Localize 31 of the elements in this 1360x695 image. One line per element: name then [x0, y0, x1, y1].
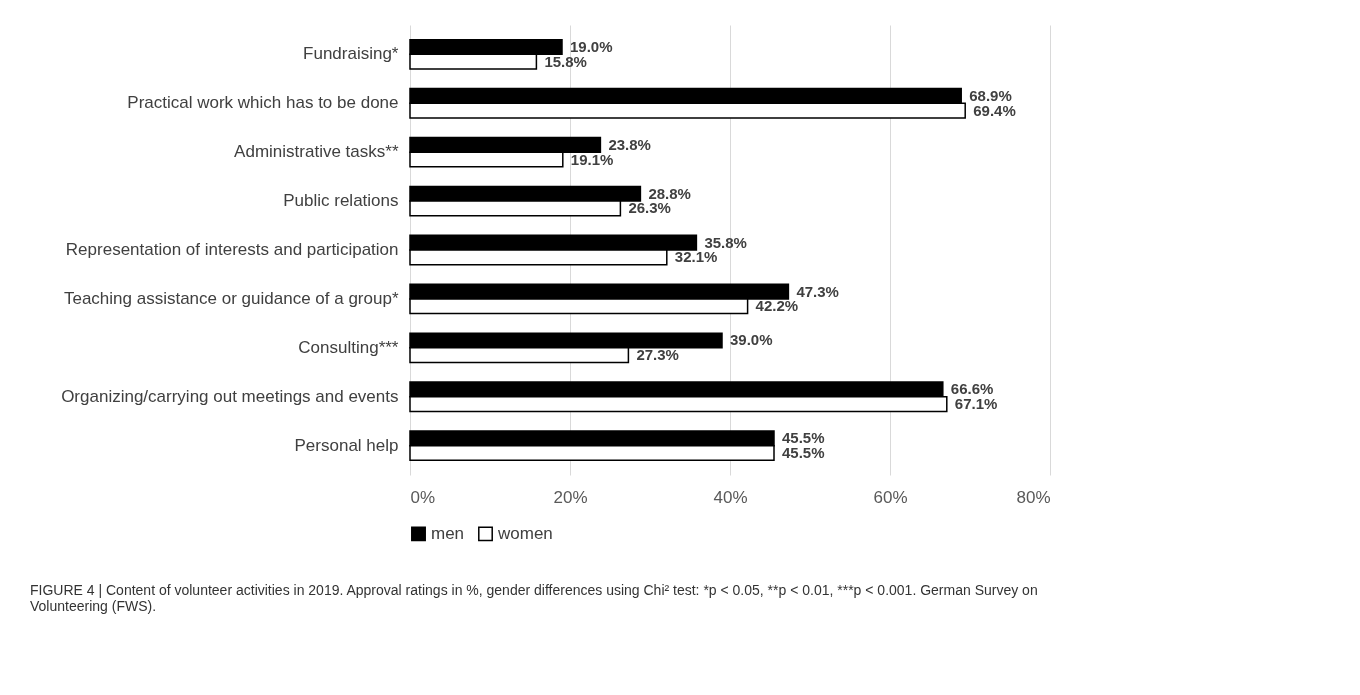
y-tick-label: Public relations — [283, 191, 399, 211]
y-tick-label: Organizing/carrying out meetings and events — [61, 386, 399, 406]
data-label: 32.1% — [674, 248, 718, 266]
data-label: 23.8% — [608, 135, 651, 153]
data-label: 68.9% — [969, 86, 1012, 104]
data-label: 28.8% — [648, 184, 691, 202]
x-tick-label: 60% — [873, 487, 908, 507]
legend-label: women — [497, 523, 553, 543]
data-label: 67.1% — [954, 395, 998, 413]
y-tick-label: Practical work which has to be done — [127, 93, 399, 113]
y-tick-label: Personal help — [294, 435, 399, 455]
x-tick-label: 80% — [1016, 487, 1051, 507]
caption: FIGURE 4 | Content of volunteer activities in 2019. Approval ratings in %, gender differences using Chi² test: *p < 0.05, **p < 0.01, ***p < 0.001. German Survey on Volunteering (FWS). — [30, 582, 1038, 614]
y-tick-label: Consulting*** — [298, 337, 399, 357]
x-tick-label: 40% — [713, 487, 748, 507]
data-label: 47.3% — [796, 282, 839, 300]
x-tick-label: 20% — [553, 487, 588, 507]
data-label: 35.8% — [704, 233, 747, 251]
data-label: 19.1% — [570, 150, 614, 168]
data-label: 66.6% — [950, 380, 994, 398]
data-label: 26.3% — [628, 199, 671, 217]
data-label: 42.2% — [755, 297, 799, 315]
y-tick-label: Representation of interests and participation — [65, 240, 399, 259]
legend-label: men — [431, 523, 465, 543]
y-tick-label: Administrative tasks** — [234, 142, 399, 162]
data-label: 69.4% — [973, 101, 1016, 119]
y-tick-label: Fundraising* — [303, 44, 399, 64]
x-tick-label: 0% — [410, 487, 436, 507]
y-tick-label: Teaching assistance or guidance of a group* — [63, 288, 399, 308]
data-label: 27.3% — [636, 346, 679, 364]
data-label: 39.0% — [730, 331, 773, 349]
